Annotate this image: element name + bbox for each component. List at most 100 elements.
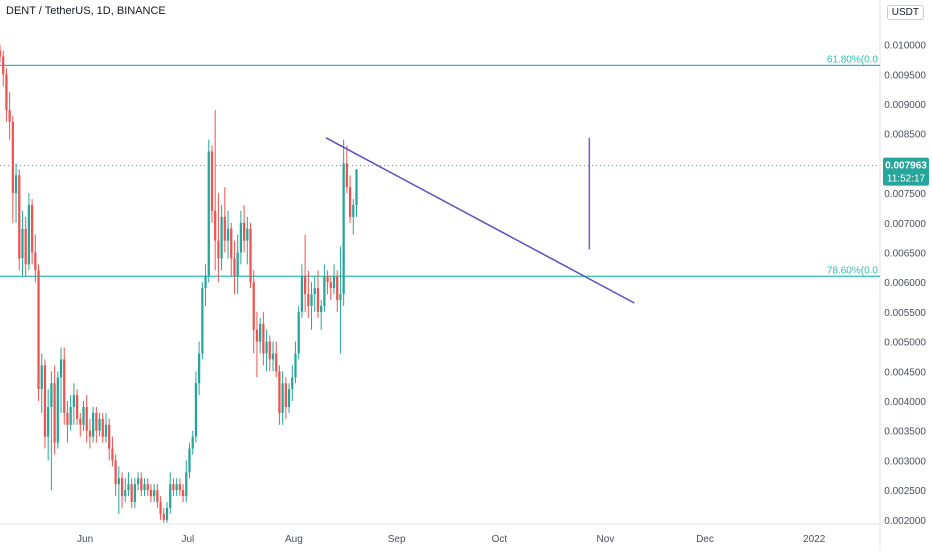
price-tick-label: 0.007500 (884, 189, 926, 200)
chart-title: DENT / TetherUS, 1D, BINANCE (6, 5, 166, 17)
last-price-countdown: 11:52:17 (887, 174, 926, 185)
price-tick-label: 0.004000 (884, 397, 926, 408)
candle-body (95, 412, 98, 431)
candle-body (198, 353, 201, 384)
candle-body (104, 424, 108, 437)
candle-body (307, 294, 310, 306)
candle-body (246, 228, 249, 241)
fib-levels: 61.80%(0.0 78.60%(0.0 (0, 54, 880, 277)
candle-body (194, 383, 198, 437)
price-tick-label: 0.010000 (884, 41, 926, 52)
candle-body (169, 484, 172, 508)
candle-body (72, 395, 75, 407)
candle-body (316, 288, 320, 312)
candle-body (178, 484, 181, 491)
candle-body (207, 151, 210, 277)
candle-body (40, 365, 43, 390)
last-price-badge (883, 157, 929, 186)
candle-body (162, 513, 165, 520)
candle-body (21, 228, 24, 259)
candle-body (47, 406, 50, 437)
price-tick-label: 0.009000 (884, 100, 926, 111)
candle-body (242, 222, 246, 241)
candle-body (50, 383, 53, 407)
candle-body (188, 448, 191, 473)
candle-body (75, 395, 79, 419)
price-tick-label: 0.006000 (884, 278, 926, 289)
candle-body (191, 436, 194, 449)
candle-body (117, 478, 120, 485)
candle-body (223, 216, 226, 241)
last-price-value: 0.007963 (885, 161, 927, 172)
candle-body (108, 424, 111, 449)
candle-body (278, 371, 281, 413)
time-tick-label: Jul (181, 534, 194, 545)
candle-body (265, 341, 268, 354)
price-tick-label: 0.003000 (884, 456, 926, 467)
candle-body (59, 359, 63, 378)
candle-body (101, 418, 104, 437)
price-tick-label: 0.003500 (884, 427, 926, 438)
fib-label: 61.80%(0.0 (827, 54, 879, 65)
candle-body (0, 50, 2, 57)
candle-body (287, 389, 291, 407)
candle-body (79, 418, 82, 425)
candle-body (249, 228, 252, 283)
candle-body (275, 353, 278, 372)
candle-body (27, 204, 31, 265)
last-price-tag: 0.007963 11:52:17 (883, 157, 929, 186)
candle-body (284, 383, 287, 407)
candle-body (352, 204, 355, 217)
candle-body (268, 341, 271, 360)
candle-body (172, 484, 175, 491)
candle-body (281, 383, 284, 413)
candle-body (181, 490, 185, 497)
candle-body (34, 252, 37, 271)
candle-body (339, 294, 342, 301)
candle-body (175, 484, 178, 491)
candle-body (230, 228, 233, 259)
candle-body (355, 169, 358, 205)
candle-body (252, 282, 255, 330)
candle-body (291, 377, 294, 390)
candle-body (24, 228, 27, 265)
candle-body (313, 288, 316, 295)
candle-body (233, 258, 236, 277)
candle-body (30, 204, 34, 253)
candle-body (120, 478, 124, 497)
candle-body (297, 311, 300, 354)
candle-body (320, 305, 323, 312)
time-tick-label: Sep (388, 534, 406, 545)
candle-body (69, 406, 72, 425)
candle-body (210, 151, 214, 211)
candle-body (11, 121, 14, 194)
candle-body (300, 276, 304, 312)
candle-body (124, 490, 127, 497)
candle-body (239, 222, 242, 253)
candle-body (140, 478, 143, 491)
candle-body (66, 412, 69, 425)
candle-body (204, 276, 207, 289)
candle-body (56, 377, 59, 443)
price-tick-label: 0.008500 (884, 130, 926, 141)
candle-body (53, 383, 56, 443)
candle-body (43, 365, 47, 437)
candle-body (146, 484, 149, 491)
candle-body (185, 472, 188, 497)
price-tick-label: 0.002500 (884, 486, 926, 497)
candle-body (348, 187, 352, 217)
candle-body (326, 276, 329, 283)
candle-body (345, 163, 348, 188)
price-tick-label: 0.007000 (884, 219, 926, 230)
candle-body (323, 276, 326, 306)
candles (0, 44, 358, 523)
candle-body (217, 240, 220, 259)
candle-body (214, 210, 217, 241)
trendline (325, 137, 635, 304)
candle-body (136, 478, 140, 485)
candle-body (92, 412, 95, 437)
price-axis: 0.0100000.0095000.0090000.0085000.008000… (884, 41, 926, 527)
time-axis: Jun Jul Aug Sep Oct Nov Dec 2022 (77, 534, 826, 545)
currency-button[interactable]: USDT (886, 5, 924, 20)
